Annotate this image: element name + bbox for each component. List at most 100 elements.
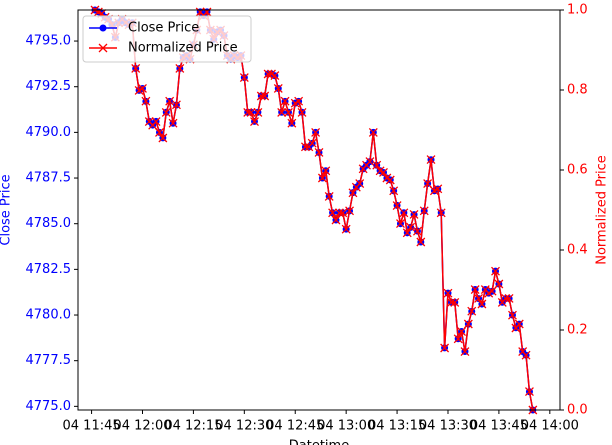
y2-tick-label: 0.4 — [567, 243, 588, 258]
data-point — [307, 138, 317, 148]
data-point — [334, 208, 344, 218]
chart-title: Close Price and Normalized Price — [212, 0, 426, 4]
data-point — [345, 206, 355, 216]
data-point — [141, 96, 151, 106]
data-point — [273, 83, 283, 93]
data-point — [494, 279, 504, 289]
data-point — [260, 91, 270, 101]
data-point — [317, 173, 327, 183]
legend-box — [82, 15, 252, 63]
data-point — [477, 299, 487, 309]
data-point — [389, 186, 399, 196]
y-tick-label: 4785.0 — [26, 216, 72, 231]
data-point — [487, 286, 497, 296]
data-point — [412, 226, 422, 236]
data-point — [270, 71, 280, 81]
data-point — [514, 319, 524, 329]
x-tick-label: 04 12:00 — [113, 419, 171, 434]
y2-tick-label: 0.8 — [567, 83, 588, 98]
data-point — [311, 127, 321, 137]
data-point — [256, 91, 266, 101]
data-point — [379, 167, 388, 177]
data-point — [314, 147, 324, 157]
data-point — [419, 206, 429, 216]
data-point — [277, 107, 287, 117]
data-point — [463, 319, 473, 329]
data-point — [453, 334, 463, 344]
data-point — [504, 293, 514, 303]
data-point — [467, 306, 477, 316]
data-point — [280, 96, 290, 106]
data-point — [158, 133, 168, 143]
data-point — [246, 107, 256, 117]
data-point — [521, 350, 531, 360]
x-tick-label: 04 12:30 — [215, 419, 273, 434]
data-point — [283, 107, 293, 117]
data-point — [165, 96, 175, 106]
y2-axis-label: Normalized Price — [595, 155, 610, 265]
y-tick-label: 4787.5 — [26, 171, 72, 186]
y-tick-label: 4795.0 — [26, 34, 72, 49]
x-tick-label: 04 12:15 — [164, 419, 222, 434]
data-point — [324, 191, 334, 201]
y-tick-label: 4780.0 — [26, 308, 72, 323]
data-point — [416, 237, 426, 247]
data-point — [338, 208, 348, 218]
data-point — [460, 347, 470, 357]
legend-label: Normalized Price — [128, 41, 238, 56]
data-point — [253, 107, 263, 117]
data-point — [365, 157, 375, 167]
data-point — [161, 107, 171, 117]
y2-tick-label: 0.6 — [567, 163, 588, 178]
data-point — [239, 73, 249, 83]
y-tick-label: 4782.5 — [26, 262, 72, 277]
y-tick-label: 4790.0 — [26, 125, 72, 140]
data-point — [263, 69, 273, 79]
x-tick-label: 04 12:45 — [266, 419, 324, 434]
data-point — [250, 117, 259, 127]
x-tick-label: 04 11:45 — [63, 419, 121, 434]
x-tick-label: 04 13:15 — [368, 419, 426, 434]
data-point — [399, 208, 409, 218]
data-point — [501, 293, 511, 303]
data-point — [524, 387, 534, 397]
data-point — [138, 83, 147, 93]
data-point — [348, 188, 358, 198]
data-point — [331, 215, 341, 225]
data-point — [155, 127, 164, 137]
data-point — [402, 228, 412, 238]
data-point — [396, 219, 405, 229]
data-point — [433, 184, 443, 194]
data-point — [457, 327, 467, 337]
x-tick-label: 04 13:00 — [317, 419, 375, 434]
data-point — [385, 175, 395, 185]
data-point — [443, 288, 453, 298]
data-point — [474, 293, 483, 303]
data-point — [446, 297, 456, 307]
legend: Close Price Normalized Price — [82, 15, 252, 63]
data-point — [406, 222, 416, 232]
data-point — [423, 179, 433, 189]
data-point — [171, 100, 181, 110]
data-point — [168, 118, 178, 128]
data-point — [372, 160, 382, 170]
data-point — [300, 142, 310, 152]
x-tick-label: 04 14:00 — [521, 419, 579, 434]
y-tick-label: 4775.0 — [26, 399, 72, 414]
y2-tick-label: 0.0 — [567, 403, 588, 418]
data-point — [440, 343, 450, 353]
data-point — [151, 117, 161, 127]
data-point — [175, 63, 185, 73]
data-point — [321, 166, 331, 176]
x-tick-label: 04 13:30 — [419, 419, 477, 434]
data-point — [294, 96, 304, 106]
data-point — [287, 118, 297, 128]
legend-label: Close Price — [128, 21, 199, 36]
data-point — [450, 297, 460, 307]
data-point — [470, 285, 480, 295]
data-point — [355, 179, 365, 189]
y-tick-label: 4777.5 — [26, 353, 72, 368]
data-point — [426, 155, 436, 165]
